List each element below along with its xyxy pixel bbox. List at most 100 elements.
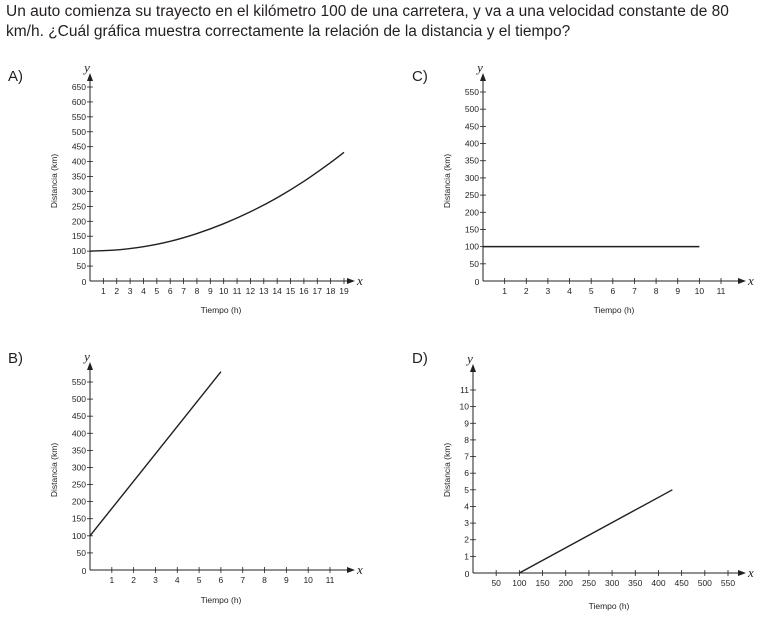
chart-c-x-axis-arrow	[738, 278, 746, 284]
chart-a-y-tick-label: 200	[72, 216, 86, 226]
chart-c-x-tick-label: 9	[675, 286, 680, 296]
chart-d-y-tick-label: 1	[464, 551, 469, 561]
chart-c-x-tick-label: 1	[502, 286, 507, 296]
chart-c-y-tick-label: 450	[465, 121, 479, 131]
chart-c-y-title: Distancia (km)	[442, 154, 452, 208]
chart-b-x-tick-label: 11	[326, 575, 335, 585]
chart-a-y-tick-label: 450	[72, 142, 86, 152]
chart-a-x-tick-label: 16	[299, 286, 309, 296]
chart-a-x-tick-label: 9	[208, 286, 213, 296]
chart-d-y-title: Distancia (km)	[442, 443, 452, 497]
chart-b-y-tick-label: 350	[72, 445, 86, 455]
chart-c-y-tick-label: 100	[465, 242, 479, 252]
chart-a-x-tick-label: 10	[219, 286, 229, 296]
chart-d-y-tick-label: 7	[464, 452, 469, 462]
chart-b-x-tick-label: 10	[303, 575, 313, 585]
chart-b-x-tick-label: 9	[284, 575, 289, 585]
option-d-label: D)	[412, 350, 428, 367]
chart-b-y-tick-label: 100	[72, 531, 86, 541]
chart-c-x-tick-label: 10	[695, 286, 705, 296]
chart-b-x-tick-label: 8	[262, 575, 267, 585]
chart-d-y-tick-label: 9	[464, 418, 469, 428]
chart-d-x-tick-label: 250	[582, 578, 596, 588]
chart-b-x-tick-label: 6	[219, 575, 224, 585]
option-c-label: C)	[412, 68, 428, 85]
chart-a-x-tick-label: 13	[259, 286, 269, 296]
chart-a-x-var: x	[356, 273, 363, 288]
chart-c-y-tick-label: 400	[465, 139, 479, 149]
chart-a-y-tick-label: 150	[72, 231, 86, 241]
chart-a-y-var: y	[82, 60, 90, 75]
chart-a-x-tick-label: 5	[154, 286, 159, 296]
chart-d-origin-label: 0	[465, 569, 470, 579]
chart-a-x-tick-label: 18	[326, 286, 336, 296]
chart-a-y-tick-label: 300	[72, 186, 86, 196]
chart-c-y-tick-label: 550	[465, 87, 479, 97]
chart-c-y-tick-label: 250	[465, 190, 479, 200]
chart-a-y-tick-label: 600	[72, 97, 86, 107]
chart-c-x-tick-label: 4	[567, 286, 572, 296]
chart-a-x-tick-label: 15	[286, 286, 296, 296]
chart-b-x-tick-label: 3	[153, 575, 158, 585]
chart-a-x-title: Tiempo (h)	[201, 305, 242, 315]
chart-a-y-tick-label: 400	[72, 157, 86, 167]
chart-a-y-tick-label: 250	[72, 201, 86, 211]
chart-a-x-tick-label: 8	[195, 286, 200, 296]
chart-a-origin-label: 0	[82, 277, 87, 287]
chart-d-y-tick-label: 3	[464, 518, 469, 528]
chart-a-y-tick-label: 500	[72, 127, 86, 137]
chart-a-x-tick-label: 4	[141, 286, 146, 296]
chart-b-x-title: Tiempo (h)	[201, 595, 242, 605]
chart-d-x-var: x	[747, 565, 754, 580]
chart-d-y-tick-label: 6	[464, 468, 469, 478]
chart-b-x-tick-label: 2	[131, 575, 136, 585]
chart-c-x-tick-label: 11	[717, 286, 726, 296]
chart-a-x-tick-label: 3	[128, 286, 133, 296]
option-b-label: B)	[8, 350, 23, 367]
chart-b-x-tick-label: 4	[175, 575, 180, 585]
chart-b-y-tick-label: 500	[72, 394, 86, 404]
chart-d-x-tick-label: 550	[721, 578, 735, 588]
chart-d-x-tick-label: 300	[605, 578, 619, 588]
chart-d-y-tick-label: 2	[464, 535, 469, 545]
chart-d-x-tick-label: 50	[491, 578, 501, 588]
chart-b-x-tick-label: 5	[197, 575, 202, 585]
chart-a-y-tick-label: 350	[72, 172, 86, 182]
chart-a-x-tick-label: 12	[246, 286, 256, 296]
chart-a-y-tick-label: 650	[72, 82, 86, 92]
chart-d-x-axis-arrow	[738, 570, 746, 576]
chart-a-x-tick-label: 19	[339, 286, 349, 296]
chart-c-origin-label: 0	[475, 277, 480, 287]
chart-a-y-tick-label: 550	[72, 112, 86, 122]
chart-a-y-tick-label: 100	[72, 246, 86, 256]
chart-b-series-line	[89, 371, 222, 537]
chart-c-x-title: Tiempo (h)	[594, 305, 635, 315]
chart-a-x-tick-label: 1	[101, 286, 106, 296]
chart-b-x-var: x	[356, 562, 363, 577]
chart-d-y-axis-arrow	[470, 364, 476, 372]
chart-b-y-tick-label: 300	[72, 462, 86, 472]
chart-b-y-tick-label: 150	[72, 514, 86, 524]
chart-a-y-title: Distancia (km)	[49, 154, 59, 208]
chart-b-y-tick-label: 250	[72, 480, 86, 490]
question-text: Un auto comienza su trayecto en el kilóm…	[6, 3, 729, 40]
chart-c-y-tick-label: 500	[465, 104, 479, 114]
chart-a-x-tick-label: 14	[272, 286, 282, 296]
chart-d-y-tick-label: 10	[460, 402, 470, 412]
chart-c-y-axis-arrow	[480, 73, 486, 81]
chart-d-series-line	[519, 489, 673, 574]
chart-c-x-tick-label: 8	[654, 286, 659, 296]
chart-a-y-axis-arrow	[87, 73, 93, 81]
chart-b-y-tick-label: 400	[72, 428, 86, 438]
chart-a-x-tick-label: 17	[313, 286, 323, 296]
chart-a-x-axis-arrow	[347, 278, 355, 284]
chart-d-x-tick-label: 200	[559, 578, 573, 588]
chart-c-x-tick-label: 6	[610, 286, 615, 296]
chart-c-y-tick-label: 150	[465, 224, 479, 234]
chart-d-y-tick-label: 5	[464, 485, 469, 495]
chart-b-y-tick-label: 200	[72, 497, 86, 507]
chart-d-x-tick-label: 150	[535, 578, 549, 588]
chart-b-y-title: Distancia (km)	[49, 443, 59, 497]
chart-a-x-tick-label: 7	[181, 286, 186, 296]
chart-c-x-tick-label: 2	[524, 286, 529, 296]
